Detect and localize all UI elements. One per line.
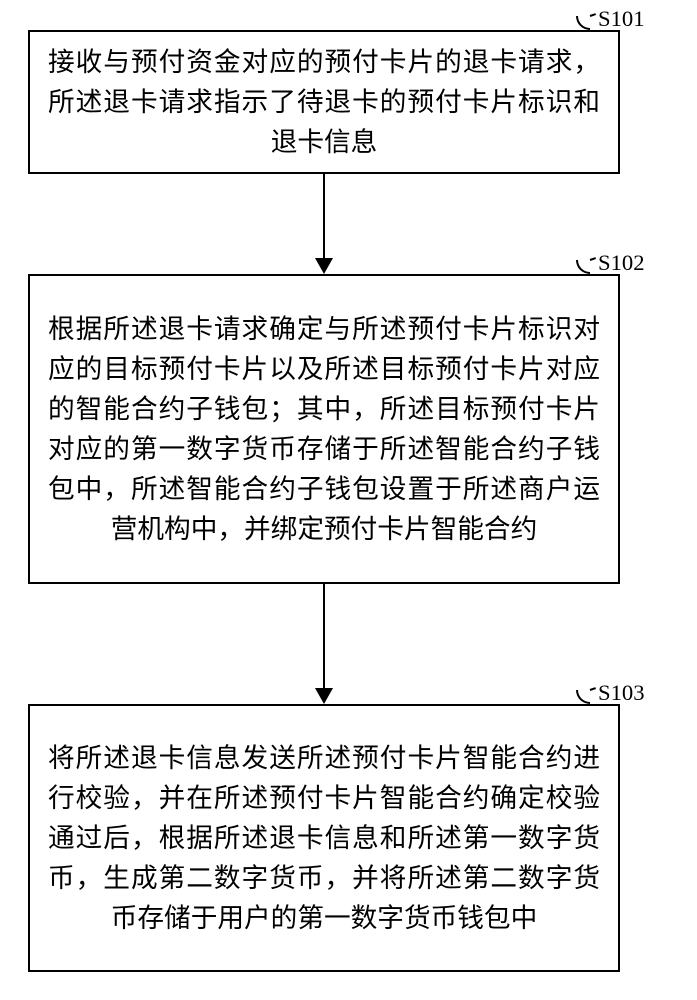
flow-arrow-head-icon — [315, 688, 333, 704]
flow-arrow-line — [323, 174, 325, 258]
flow-step-text: 根据所述退卡请求确定与所述预付卡片标识对应的目标预付卡片以及所述目标预付卡片对应… — [48, 309, 600, 549]
flow-step-text: 将所述退卡信息发送所述预付卡片智能合约进行校验，并在所述预付卡片智能合约确定校验… — [48, 738, 600, 938]
flow-step-text: 接收与预付资金对应的预付卡片的退卡请求，所述退卡请求指示了待退卡的预付卡片标识和… — [48, 42, 600, 162]
leader-curve — [576, 16, 590, 30]
flow-arrow-line — [323, 584, 325, 688]
flow-step-label: S103 — [598, 680, 645, 706]
leader-line — [590, 257, 597, 261]
leader-curve — [576, 690, 590, 704]
leader-curve — [576, 260, 590, 274]
flowchart-canvas: 接收与预付资金对应的预付卡片的退卡请求，所述退卡请求指示了待退卡的预付卡片标识和… — [0, 0, 697, 1000]
flow-step-label: S101 — [598, 6, 645, 32]
flow-step-box: 接收与预付资金对应的预付卡片的退卡请求，所述退卡请求指示了待退卡的预付卡片标识和… — [28, 30, 620, 174]
flow-step-label: S102 — [598, 250, 645, 276]
flow-step-box: 根据所述退卡请求确定与所述预付卡片标识对应的目标预付卡片以及所述目标预付卡片对应… — [28, 274, 620, 584]
flow-step-box: 将所述退卡信息发送所述预付卡片智能合约进行校验，并在所述预付卡片智能合约确定校验… — [28, 704, 620, 972]
flow-arrow-head-icon — [315, 258, 333, 274]
leader-line — [590, 687, 597, 691]
leader-line — [590, 13, 597, 17]
